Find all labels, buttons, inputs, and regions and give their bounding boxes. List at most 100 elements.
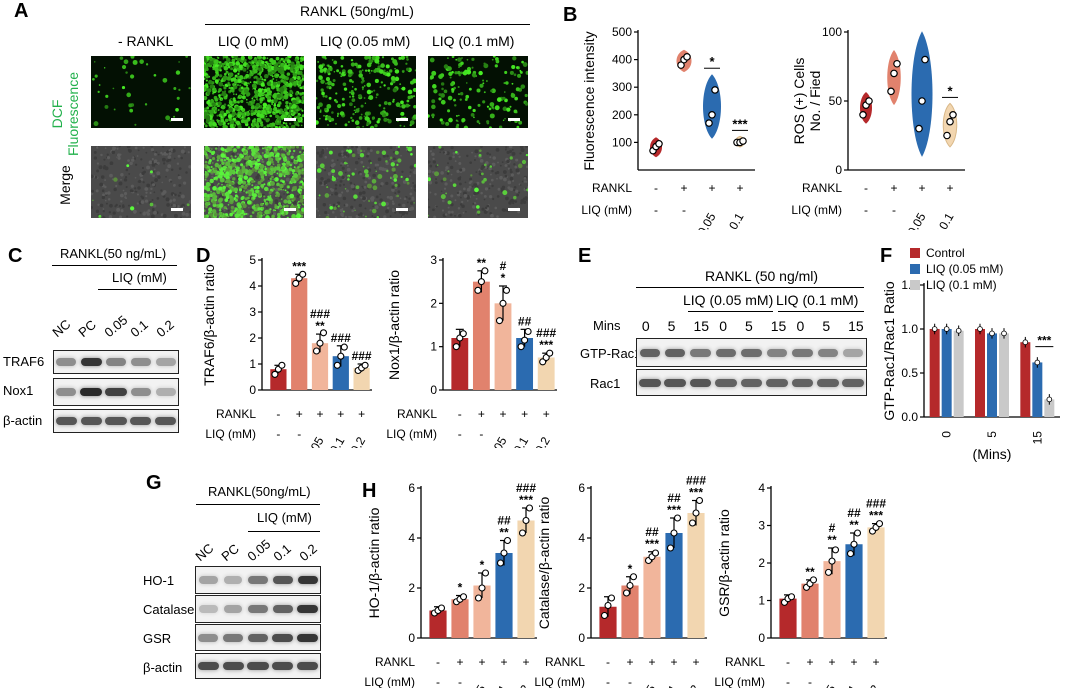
bar xyxy=(801,583,819,638)
blot-row-label-gtp-rac1: GTP-Rac1 xyxy=(580,346,642,361)
blot-band xyxy=(155,388,176,396)
lane-label: 15 xyxy=(848,318,864,334)
data-point xyxy=(931,326,938,332)
significance-label: ** xyxy=(477,256,487,270)
blot-band xyxy=(272,633,294,642)
bar xyxy=(472,281,490,390)
bar xyxy=(1032,362,1043,417)
liq-value: - xyxy=(808,675,812,688)
bar xyxy=(291,278,308,390)
data-point xyxy=(271,370,279,378)
data-point xyxy=(499,299,507,307)
blot-band xyxy=(155,358,176,366)
y-axis-label: GSR/β-actin ratio xyxy=(716,509,732,617)
micrograph-dcf-liq-0 xyxy=(204,56,304,128)
blot-catalase xyxy=(195,595,321,623)
liq-value: 0.2 xyxy=(862,682,883,688)
liq-value: - xyxy=(458,675,462,688)
rankl-sign: + xyxy=(872,655,879,669)
y-tick-label: 2 xyxy=(408,581,415,595)
lane-label: 0.1 xyxy=(127,316,151,340)
x-tick-label: 5 xyxy=(985,431,999,438)
data-point xyxy=(312,347,321,355)
data-point xyxy=(688,519,697,527)
blot-band xyxy=(843,348,864,357)
lane-label: 15 xyxy=(770,318,787,334)
y-axis-label: Fluorescence intensity xyxy=(581,31,597,170)
panel-e-group-header-005: LIQ (0.05 mM) xyxy=(683,292,774,308)
blot-band xyxy=(272,605,293,613)
y-tick-label: 1 xyxy=(430,340,437,354)
rankl-sign: + xyxy=(946,181,953,195)
significance-label: *** xyxy=(539,338,553,352)
rankl-row-label: RANKL xyxy=(216,407,256,421)
liq-value: 0.05 xyxy=(303,434,327,448)
liq-value: 0.1 xyxy=(511,434,532,448)
merge-label: Merge xyxy=(57,165,73,205)
blot-band xyxy=(80,417,102,425)
liq-row-label: LIQ (mM) xyxy=(791,203,842,217)
panel-a-col-label-1: - RANKL xyxy=(118,33,174,49)
y-tick-label: 4 xyxy=(249,279,256,293)
blot-band xyxy=(715,348,737,357)
bar xyxy=(621,585,639,638)
liq-value: 0.1 xyxy=(490,682,511,688)
data-point xyxy=(481,569,490,577)
data-point xyxy=(853,529,862,537)
significance-label: *** xyxy=(667,503,681,517)
bar xyxy=(941,329,952,417)
lane-label: 0 xyxy=(641,318,650,334)
data-point xyxy=(943,131,951,140)
blot-gtp-rac1 xyxy=(636,338,867,367)
data-point xyxy=(361,361,369,369)
data-point xyxy=(340,343,348,351)
blot-band xyxy=(56,358,77,366)
lane-label: 0 xyxy=(796,318,805,334)
data-point xyxy=(600,611,609,620)
blot-band xyxy=(297,662,319,670)
data-point xyxy=(887,87,895,96)
data-point xyxy=(809,576,818,584)
data-point xyxy=(1034,359,1041,366)
micrograph-dcf-minus-rankl xyxy=(91,56,191,128)
liq-value: 0.1 xyxy=(660,682,681,688)
significance-label: *** xyxy=(645,537,659,551)
blot-band xyxy=(130,358,151,366)
blot-band xyxy=(105,388,127,396)
liq-value: 0.05 xyxy=(635,682,659,688)
data-point xyxy=(481,267,489,275)
bar xyxy=(953,330,964,417)
data-point xyxy=(333,361,341,369)
data-point xyxy=(626,581,634,590)
blot-band xyxy=(199,576,218,584)
rankl-sign: + xyxy=(456,655,463,669)
significance-label: ** xyxy=(805,565,815,579)
blot-band xyxy=(272,576,293,584)
liq-row-label: LIQ (mM) xyxy=(535,675,585,688)
rankl-sign: + xyxy=(543,407,550,421)
liq-row-label: LIQ (mM) xyxy=(715,675,765,688)
significance-label: ** xyxy=(499,526,509,540)
rankl-sign: + xyxy=(918,181,925,195)
blot-band xyxy=(817,348,838,357)
lane-label: 5 xyxy=(745,318,753,334)
blot-band xyxy=(817,378,839,387)
lane-label: PC xyxy=(218,540,242,564)
data-point xyxy=(278,361,286,369)
y-tick-label: 2 xyxy=(758,556,765,570)
micrograph-dcf-liq-01 xyxy=(428,56,528,128)
blot-band xyxy=(792,348,813,357)
panel-a-rankl-header: RANKL (50ng/mL) xyxy=(300,3,414,19)
panel-label-b: B xyxy=(563,4,578,26)
y-tick-label: 1 xyxy=(758,594,765,608)
panel-g-lane-labels: NC PC 0.05 0.1 0.2 xyxy=(192,536,325,566)
y-tick-label: 100 xyxy=(822,25,842,39)
rankl-sign: + xyxy=(337,407,344,421)
data-point xyxy=(670,529,678,537)
significance-label: ### xyxy=(866,497,886,511)
rankl-row-label: RANKL xyxy=(725,655,765,669)
significance-label: * xyxy=(628,562,633,576)
y-tick-label: 4 xyxy=(408,531,415,545)
liq-value: 0.05 xyxy=(695,210,719,230)
